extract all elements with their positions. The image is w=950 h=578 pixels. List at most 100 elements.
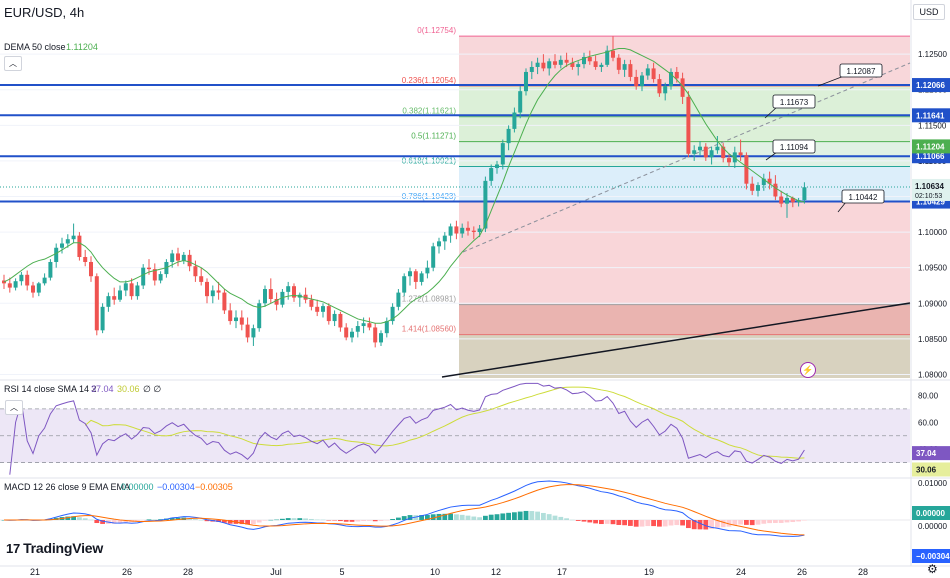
- rsi-badge: 37.04: [916, 449, 937, 458]
- macd-histogram-bar: [367, 520, 372, 521]
- trendline: [441, 302, 911, 378]
- macd-histogram-bar: [552, 515, 558, 520]
- candle-body: [321, 306, 325, 312]
- macd-histogram-bar: [616, 520, 622, 525]
- macd-histogram-bar: [732, 520, 738, 526]
- candle-body: [756, 185, 760, 191]
- candle-body: [112, 296, 117, 300]
- candle-body: [437, 241, 441, 247]
- candle-body: [721, 146, 726, 159]
- macd-histogram-bar: [738, 520, 743, 525]
- macd-histogram-bar: [610, 520, 616, 525]
- candle-body: [71, 235, 76, 240]
- macd-histogram-bar: [500, 513, 506, 520]
- candle-body: [460, 227, 465, 234]
- macd-histogram-bar: [355, 520, 361, 522]
- macd-histogram-bar: [401, 516, 407, 520]
- macd-histogram-bar: [790, 520, 796, 523]
- candle-body: [442, 235, 447, 242]
- candle-body: [645, 68, 650, 76]
- candle-body: [309, 299, 314, 307]
- rsi-legend-label: RSI 14 close SMA 14 2: [4, 384, 97, 394]
- candle-body: [518, 91, 523, 113]
- candle-body: [263, 289, 267, 304]
- macd-histogram-bar: [535, 511, 540, 520]
- candle-body: [199, 276, 204, 282]
- macd-histogram-bar: [169, 517, 175, 520]
- macd-histogram-bar: [65, 516, 71, 520]
- macd-histogram-bar: [622, 520, 627, 526]
- settings-gear-icon[interactable]: ⚙: [927, 562, 938, 576]
- tradingview-logo[interactable]: 17 TradingView: [6, 540, 103, 556]
- callout-box: [841, 189, 885, 204]
- macd-histogram-bar: [390, 518, 395, 520]
- candle-body: [732, 152, 737, 163]
- candle-body: [89, 261, 93, 277]
- candle-body: [489, 168, 494, 181]
- currency-selector[interactable]: USD: [913, 4, 945, 20]
- candle-body: [234, 317, 238, 322]
- x-axis-label: 28: [858, 567, 868, 577]
- fib-level-label: 0.382(1.11621): [402, 107, 456, 116]
- macd-histogram-bar: [291, 518, 297, 520]
- macd-histogram-bar: [425, 515, 430, 520]
- x-axis-label: 26: [797, 567, 807, 577]
- callout-label: 1.11673: [780, 98, 809, 107]
- macd-histogram-bar: [227, 520, 233, 524]
- macd-histogram-bar: [459, 514, 465, 520]
- candle-body: [483, 180, 488, 229]
- candle-body: [274, 298, 279, 305]
- macd-histogram-bar: [494, 514, 500, 520]
- candle-body: [634, 76, 639, 87]
- candle-body: [599, 64, 604, 67]
- candle-body: [94, 276, 99, 331]
- x-axis-label: Jul: [270, 567, 282, 577]
- candle-body: [147, 267, 151, 270]
- collapse-legend-button[interactable]: ︿: [4, 56, 22, 71]
- macd-histogram-bar: [512, 512, 517, 520]
- callout-label: 1.12087: [847, 67, 876, 76]
- fib-zone-2: [459, 141, 910, 167]
- macd-histogram-bar: [488, 514, 494, 520]
- lightning-icon[interactable]: ⚡: [800, 362, 816, 378]
- candle-body: [692, 150, 697, 154]
- macd-histogram-bar: [175, 517, 181, 520]
- macd-badge-bg: [912, 506, 950, 520]
- candle-body: [2, 280, 6, 284]
- fib-level-label: 0.5(1.11271): [411, 132, 456, 141]
- macd-histogram-bar: [517, 511, 523, 520]
- macd-histogram-bar: [413, 515, 419, 520]
- candle-body: [669, 71, 673, 87]
- macd-histogram-bar: [575, 520, 581, 521]
- candle-body: [129, 283, 134, 297]
- candle-body: [118, 290, 122, 300]
- candle-body: [239, 317, 244, 325]
- candle-body: [65, 239, 70, 244]
- macd-histogram-bar: [674, 520, 680, 526]
- candle-body: [541, 62, 546, 69]
- last-price-badge: 1.10634: [915, 182, 944, 191]
- macd-histogram-bar: [703, 520, 709, 530]
- macd-histogram-bar: [587, 520, 593, 523]
- candle-body: [251, 328, 256, 338]
- candle-body: [268, 289, 273, 299]
- last-price-badge-bg: [912, 178, 950, 201]
- candle-body: [373, 327, 378, 343]
- macd-histogram-bar: [372, 520, 378, 522]
- macd-histogram-bar: [802, 520, 807, 521]
- candle-body: [802, 187, 807, 201]
- level-badge-bg: [912, 78, 950, 93]
- fib-zone-0: [459, 36, 910, 86]
- x-axis-label: 24: [736, 567, 746, 577]
- macd-histogram-bar: [256, 520, 262, 523]
- candle-body: [48, 261, 53, 278]
- macd-histogram-bar: [628, 520, 633, 526]
- candle-body: [390, 306, 395, 322]
- candle-body: [564, 59, 569, 63]
- candle-body: [663, 86, 668, 94]
- macd-histogram-bar: [251, 520, 256, 525]
- macd-histogram-bar: [442, 513, 448, 520]
- level-badge-bg: [912, 108, 950, 123]
- collapse-rsi-legend-button[interactable]: ︿: [5, 400, 23, 415]
